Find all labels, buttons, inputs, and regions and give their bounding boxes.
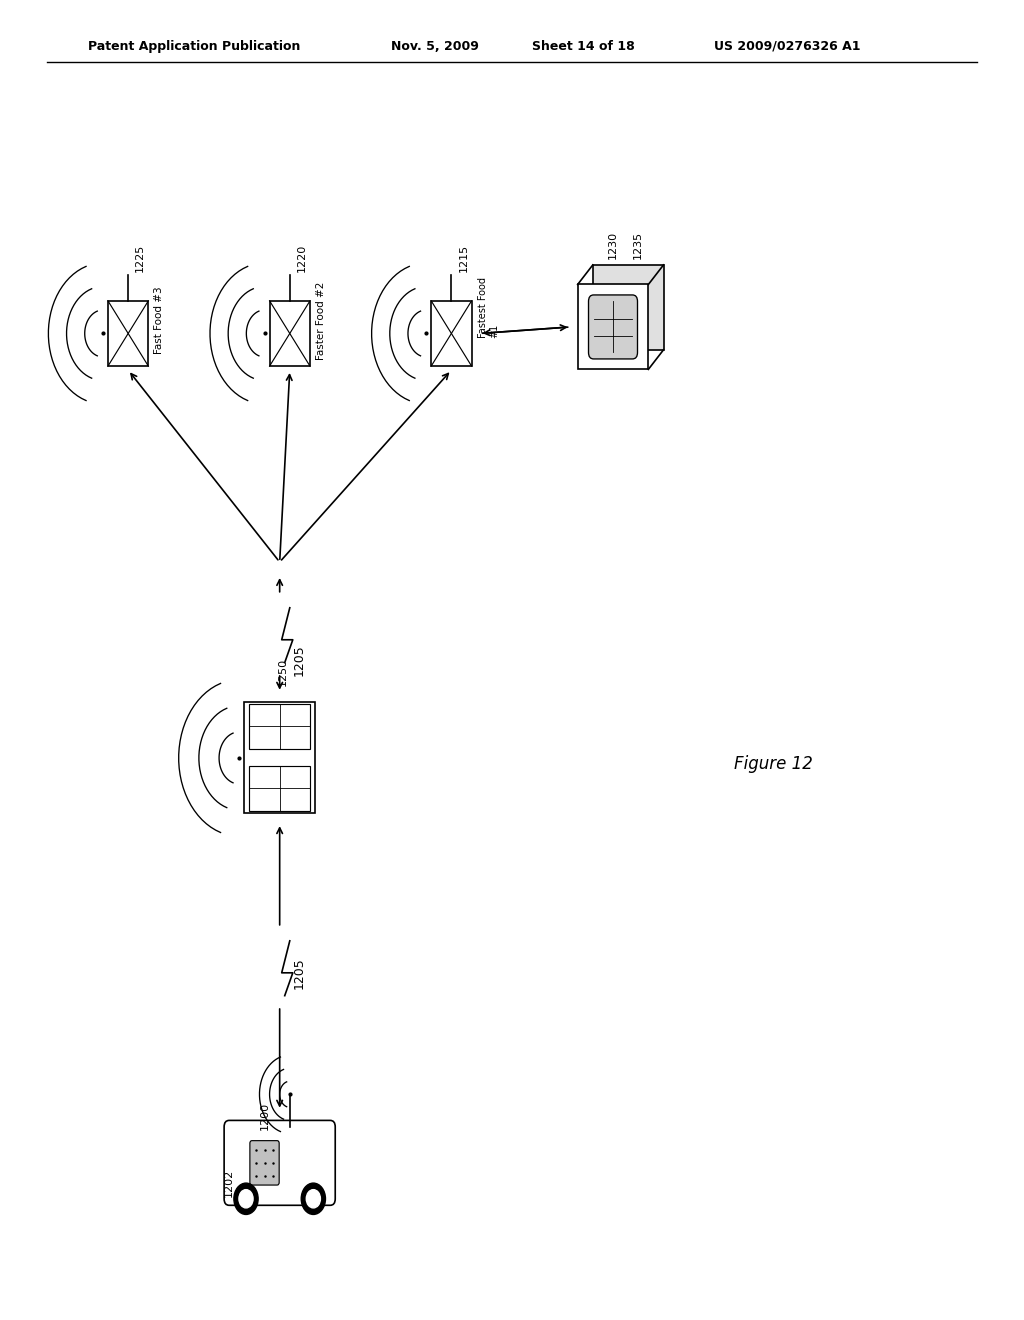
FancyBboxPatch shape: [224, 1121, 335, 1205]
Circle shape: [233, 1183, 258, 1214]
Text: 1230: 1230: [608, 231, 617, 259]
Text: 1205: 1205: [293, 957, 306, 990]
Circle shape: [306, 1189, 321, 1208]
FancyBboxPatch shape: [108, 301, 148, 366]
Text: Figure 12: Figure 12: [734, 755, 813, 774]
Text: 1205: 1205: [293, 644, 306, 676]
Text: Patent Application Publication: Patent Application Publication: [88, 40, 300, 53]
FancyBboxPatch shape: [269, 301, 310, 366]
Text: 1250: 1250: [278, 657, 288, 686]
Text: 1220: 1220: [297, 244, 307, 272]
Text: 1235: 1235: [633, 231, 643, 259]
FancyBboxPatch shape: [593, 265, 664, 350]
Bar: [250, 704, 310, 748]
Text: Faster Food #2: Faster Food #2: [316, 281, 326, 359]
Text: Nov. 5, 2009: Nov. 5, 2009: [391, 40, 478, 53]
Text: 1225: 1225: [135, 244, 145, 272]
Bar: [250, 766, 310, 810]
FancyBboxPatch shape: [245, 702, 315, 813]
Circle shape: [301, 1183, 326, 1214]
FancyBboxPatch shape: [578, 285, 648, 370]
FancyBboxPatch shape: [431, 301, 472, 366]
Text: US 2009/0276326 A1: US 2009/0276326 A1: [714, 40, 860, 53]
FancyBboxPatch shape: [589, 294, 638, 359]
FancyBboxPatch shape: [250, 1140, 280, 1185]
Text: 1215: 1215: [459, 244, 468, 272]
Text: 1202: 1202: [224, 1168, 234, 1196]
Text: Fastest Food
#1: Fastest Food #1: [477, 277, 500, 338]
Text: Sheet 14 of 18: Sheet 14 of 18: [532, 40, 635, 53]
Circle shape: [239, 1189, 253, 1208]
Text: Fast Food #3: Fast Food #3: [155, 286, 165, 354]
Text: 1200: 1200: [259, 1102, 269, 1130]
